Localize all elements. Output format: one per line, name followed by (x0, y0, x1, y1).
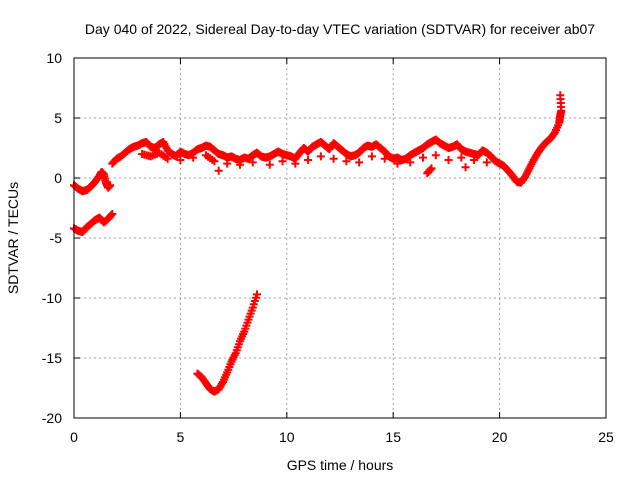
data-point (482, 158, 491, 167)
y-tick-label: 5 (54, 110, 62, 126)
series-early-segment-A (70, 168, 115, 196)
grid-lines (74, 58, 606, 418)
data-point (470, 156, 479, 164)
data-point-fill (426, 165, 435, 174)
y-tick-label: -20 (42, 410, 62, 426)
data-point (163, 154, 172, 163)
data-point (329, 154, 338, 163)
data-point (248, 158, 257, 167)
data-point (214, 166, 223, 175)
data-point (406, 158, 415, 167)
series-deep-arc (193, 290, 262, 396)
data-point (106, 181, 115, 190)
y-tick-label: 0 (54, 170, 62, 186)
y-tick-label: -10 (42, 290, 62, 306)
data-point (210, 157, 219, 166)
y-tick-label: -5 (50, 230, 63, 246)
axis-ticks: 0 5 10 15 20 25 -20 -15 -10 -5 0 5 10 (42, 50, 614, 445)
y-tick-label: -15 (42, 350, 62, 366)
data-point (176, 156, 185, 164)
data-point (108, 210, 117, 218)
data-point (355, 158, 364, 167)
x-tick-label: 25 (598, 429, 614, 445)
y-tick-label: 10 (46, 50, 62, 66)
x-tick-label: 5 (177, 429, 185, 445)
data-point (189, 153, 198, 162)
data-point (444, 156, 453, 164)
data-point (253, 290, 262, 299)
data-point (457, 153, 466, 162)
x-tick-label: 10 (279, 429, 295, 445)
series-early-segment-B (70, 210, 117, 236)
data-point (342, 157, 351, 166)
x-tick-label: 0 (70, 429, 78, 445)
data-point (427, 164, 436, 173)
data-point (393, 159, 402, 168)
data-point (304, 156, 313, 164)
data-point (316, 152, 325, 161)
data-point (223, 159, 232, 168)
data-point (418, 153, 427, 162)
data-point (556, 91, 565, 100)
data-point (265, 160, 274, 169)
data-point (291, 159, 300, 168)
chart-title: Day 040 of 2022, Sidereal Day-to-day VTE… (85, 21, 595, 37)
y-axis-label: SDTVAR / TECUs (5, 182, 21, 294)
data-point (431, 151, 440, 160)
series-main-band (108, 91, 566, 187)
x-axis-label: GPS time / hours (287, 457, 394, 473)
series-secondary-band (138, 148, 491, 178)
data-point (461, 163, 470, 172)
x-tick-label: 15 (385, 429, 401, 445)
data-points (70, 91, 566, 396)
data-point (380, 154, 389, 163)
x-tick-label: 20 (492, 429, 508, 445)
data-point-fill (107, 211, 116, 220)
data-point (367, 152, 376, 161)
data-point (278, 157, 287, 166)
data-point (235, 160, 244, 169)
